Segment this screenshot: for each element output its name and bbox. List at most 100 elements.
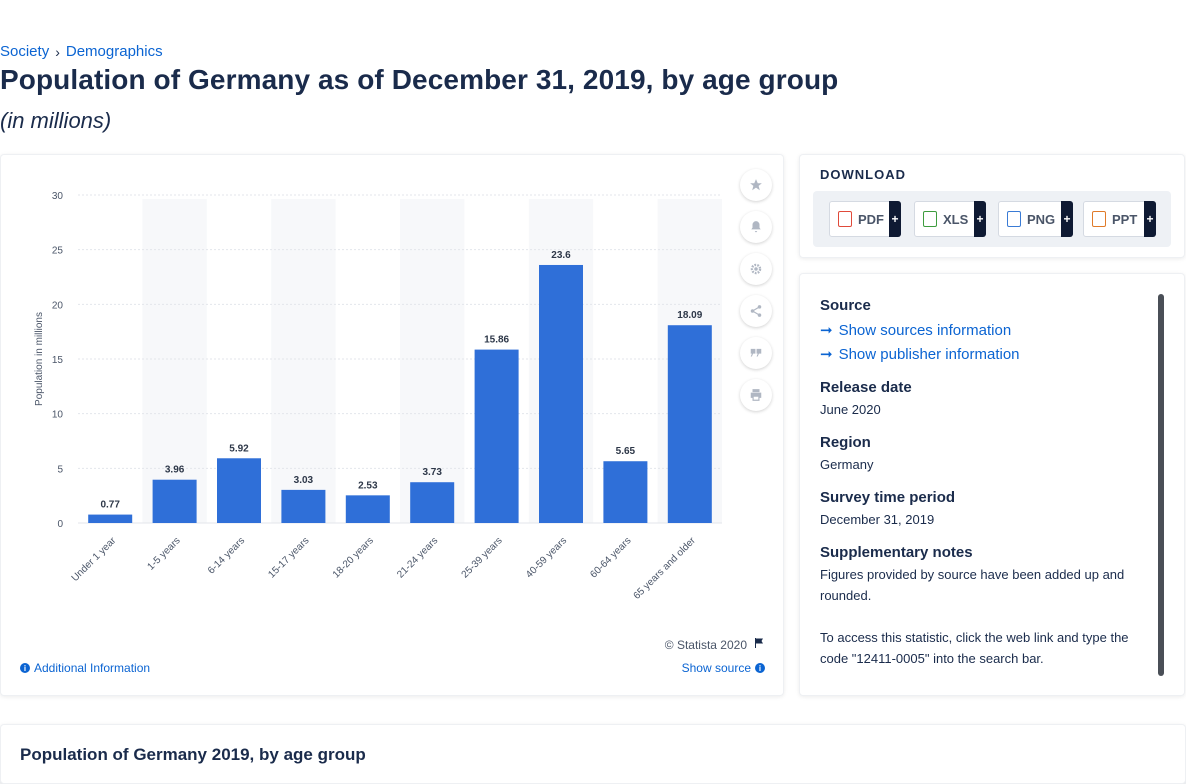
source-label: Source — [820, 297, 871, 314]
download-pdf-label: PDF — [858, 212, 884, 227]
data-label: 3.73 — [422, 467, 442, 478]
x-tick-label: 18-20 years — [331, 535, 376, 580]
copyright: © Statista 2020 — [665, 637, 765, 652]
plus-icon: + — [1144, 201, 1156, 237]
star-icon[interactable] — [740, 169, 772, 201]
quote-icon[interactable] — [740, 337, 772, 369]
x-tick-label: 25-39 years — [460, 535, 505, 580]
share-icon[interactable] — [740, 295, 772, 327]
print-icon[interactable] — [740, 379, 772, 411]
info-icon: i — [755, 663, 765, 673]
scrollbar[interactable] — [1158, 294, 1164, 676]
supplementary-notes-label: Supplementary notes — [820, 544, 973, 561]
show-publisher-label: Show publisher information — [839, 346, 1020, 363]
y-tick-label: 25 — [52, 246, 64, 257]
download-xls-button[interactable]: XLS + — [914, 201, 986, 237]
additional-info-link[interactable]: i Additional Information — [20, 661, 150, 675]
bar[interactable] — [410, 482, 454, 523]
download-ppt-button[interactable]: PPT + — [1083, 201, 1156, 237]
download-card: DOWNLOAD PDF + XLS + PNG + PPT + — [799, 154, 1185, 258]
region-value: Germany — [820, 454, 1140, 475]
plus-icon: + — [974, 201, 986, 237]
flag-icon[interactable] — [753, 637, 765, 652]
breadcrumb-separator: › — [55, 44, 60, 60]
y-tick-label: 15 — [52, 355, 64, 366]
download-xls-label: XLS — [943, 212, 968, 227]
bar[interactable] — [153, 480, 197, 523]
download-png-button[interactable]: PNG + — [998, 201, 1073, 237]
x-tick-label: 21-24 years — [395, 535, 440, 580]
supplementary-notes-value: Figures provided by source have been add… — [820, 564, 1140, 606]
bar-chart: 0 5 10 15 20 25 30 Population in millions 0.77 Un… — [1, 155, 785, 635]
y-tick-label: 0 — [57, 519, 63, 530]
bar[interactable] — [217, 458, 261, 523]
data-label: 18.09 — [677, 310, 702, 321]
data-label: 5.65 — [616, 446, 636, 457]
show-publisher-link[interactable]: ➞ Show publisher information — [820, 345, 1020, 363]
copyright-text: © Statista 2020 — [665, 638, 747, 652]
ppt-file-icon — [1092, 211, 1106, 227]
region-label: Region — [820, 434, 871, 451]
show-sources-link[interactable]: ➞ Show sources information — [820, 321, 1011, 339]
download-pdf-button[interactable]: PDF + — [829, 201, 901, 237]
bell-icon[interactable] — [740, 211, 772, 243]
additional-info-label: Additional Information — [34, 661, 150, 675]
x-tick-label: 65 years and older — [632, 535, 699, 602]
y-tick-label: 10 — [52, 410, 64, 421]
x-tick-label: Under 1 year — [70, 535, 119, 584]
source-card: Source ➞ Show sources information ➞ Show… — [799, 273, 1185, 696]
bar[interactable] — [346, 495, 390, 523]
download-png-label: PNG — [1027, 212, 1055, 227]
plus-icon: + — [1061, 201, 1073, 237]
png-file-icon — [1007, 211, 1021, 227]
survey-period-value: December 31, 2019 — [820, 509, 1140, 530]
download-ppt-label: PPT — [1112, 212, 1137, 227]
data-label: 5.92 — [229, 443, 249, 454]
breadcrumb: Society › Demographics — [0, 43, 163, 60]
release-date-label: Release date — [820, 379, 912, 396]
y-tick-label: 30 — [52, 191, 64, 202]
y-tick-label: 5 — [57, 464, 63, 475]
pdf-file-icon — [838, 211, 852, 227]
chart-card: 0 5 10 15 20 25 30 Population in millions 0.77 Un… — [0, 154, 784, 696]
bar[interactable] — [668, 325, 712, 523]
x-tick-label: 1-5 years — [145, 535, 182, 572]
release-date-value: June 2020 — [820, 399, 1140, 420]
page-subtitle: (in millions) — [0, 108, 111, 134]
y-tick-label: 20 — [52, 300, 64, 311]
download-strip: PDF + XLS + PNG + PPT + — [813, 191, 1171, 247]
info-icon: i — [20, 663, 30, 673]
bar[interactable] — [603, 461, 647, 523]
x-tick-label: 15-17 years — [266, 535, 311, 580]
gear-icon[interactable] — [740, 253, 772, 285]
bar[interactable] — [475, 350, 519, 523]
data-label: 2.53 — [358, 480, 378, 491]
bar[interactable] — [539, 265, 583, 523]
show-source-label: Show source — [682, 661, 751, 675]
data-label: 23.6 — [551, 250, 571, 261]
data-label: 3.03 — [294, 475, 314, 486]
breadcrumb-society[interactable]: Society — [0, 43, 49, 60]
show-source-link[interactable]: Show source i — [682, 661, 765, 675]
arrow-right-icon: ➞ — [820, 345, 833, 363]
related-statistic-title: Population of Germany 2019, by age group — [20, 745, 366, 765]
related-statistic-card[interactable]: Population of Germany 2019, by age group — [0, 724, 1186, 784]
breadcrumb-demographics[interactable]: Demographics — [66, 43, 163, 60]
arrow-right-icon: ➞ — [820, 321, 833, 339]
data-label: 0.77 — [100, 500, 120, 511]
xls-file-icon — [923, 211, 937, 227]
survey-period-label: Survey time period — [820, 489, 955, 506]
data-label: 15.86 — [484, 335, 509, 346]
data-label: 3.96 — [165, 465, 185, 476]
bar[interactable] — [88, 515, 132, 523]
bar[interactable] — [281, 490, 325, 523]
supplementary-notes-value-2: To access this statistic, click the web … — [820, 627, 1140, 669]
plus-icon: + — [889, 201, 901, 237]
download-title: DOWNLOAD — [820, 167, 906, 182]
y-axis-label: Population in millions — [34, 312, 45, 406]
x-tick-label: 40-59 years — [524, 535, 569, 580]
page-title: Population of Germany as of December 31,… — [0, 64, 838, 96]
show-sources-label: Show sources information — [839, 322, 1012, 339]
x-tick-label: 6-14 years — [206, 535, 247, 576]
x-tick-label: 60-64 years — [588, 535, 633, 580]
